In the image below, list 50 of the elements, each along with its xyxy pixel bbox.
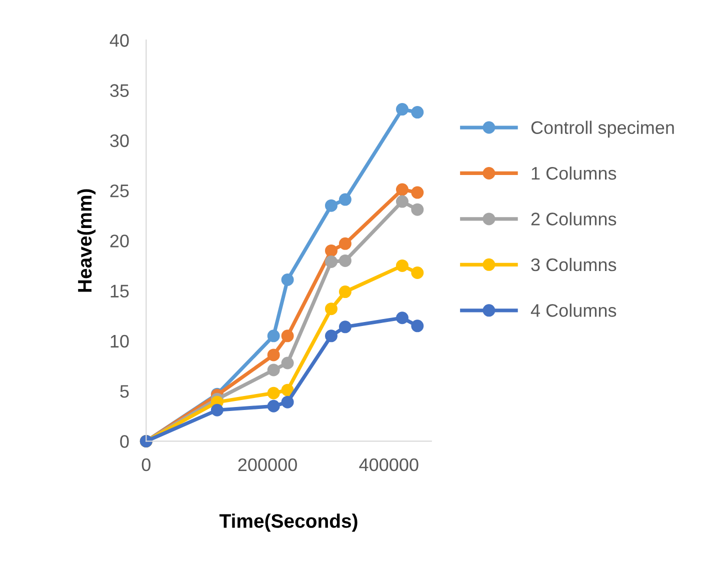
- y-tick-label: 10: [110, 334, 129, 348]
- point: [281, 356, 294, 370]
- point: [324, 199, 338, 212]
- y-axis-title: Heave(mm): [77, 189, 96, 292]
- point: [267, 348, 280, 362]
- point: [267, 386, 280, 400]
- point: [411, 106, 424, 119]
- x-tick-label: 400000: [359, 458, 418, 472]
- point: [411, 320, 424, 332]
- point: [210, 404, 224, 416]
- point: [324, 302, 338, 316]
- x-tick-label: 0: [142, 458, 150, 472]
- point: [338, 286, 352, 298]
- point: [396, 195, 408, 208]
- point: [396, 259, 408, 272]
- point: [267, 330, 280, 342]
- legend-label: 1 Columns: [532, 166, 616, 180]
- y-tick-label: 0: [120, 435, 129, 448]
- point: [267, 364, 280, 376]
- point: [411, 203, 424, 216]
- point: [338, 320, 352, 334]
- point: [267, 400, 280, 412]
- point: [338, 237, 352, 250]
- y-tick-label: 20: [110, 234, 129, 248]
- legend-label: 4 Columns: [530, 304, 616, 317]
- point: [396, 312, 408, 324]
- point: [281, 274, 294, 286]
- legend-label: 3 Columns: [531, 258, 616, 272]
- y-tick-label: 15: [110, 284, 129, 298]
- y-tick-label: 30: [110, 134, 129, 148]
- legend-label: Controll specimen: [531, 120, 674, 138]
- point: [324, 330, 338, 342]
- point: [281, 396, 294, 408]
- y-tick-label: 5: [120, 385, 129, 398]
- point: [338, 254, 352, 267]
- y-tick-label: 40: [110, 34, 129, 47]
- point: [411, 266, 424, 279]
- point: [338, 193, 352, 206]
- point: [396, 103, 408, 116]
- y-tick-label: 25: [110, 184, 129, 198]
- point: [324, 255, 338, 268]
- point: [281, 330, 294, 342]
- point: [281, 384, 294, 396]
- y-tick-label: 35: [110, 84, 129, 97]
- x-tick-label: 200000: [238, 458, 297, 472]
- point: [396, 183, 408, 196]
- point: [411, 186, 424, 199]
- x-axis-title: Time(Seconds): [219, 514, 358, 532]
- point: [324, 244, 338, 257]
- legend-label: 2 Columns: [531, 212, 616, 226]
